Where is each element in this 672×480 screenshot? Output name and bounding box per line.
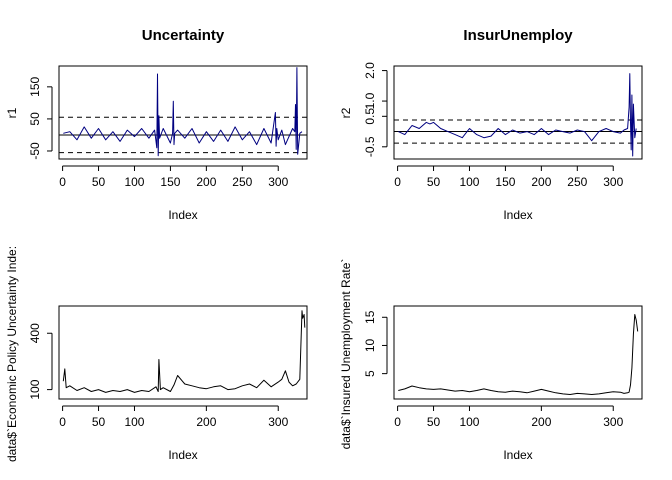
- plot-frame: [393, 65, 643, 160]
- x-tick-label: 50: [427, 415, 441, 429]
- y-tick-label: 10: [363, 338, 377, 352]
- plot-frame: [58, 305, 308, 400]
- y-tick-label: 2.0: [363, 62, 377, 79]
- plot-frame: [58, 65, 308, 160]
- x-axis-label: Index: [503, 448, 532, 462]
- series-line: [63, 67, 303, 157]
- y-axis-label: data$`Insured Unemployment Rate`: [339, 259, 353, 450]
- panel-title: Uncertainty: [142, 27, 225, 44]
- y-tick-label: 50: [28, 112, 42, 126]
- x-tick-label: 150: [160, 175, 180, 189]
- y-tick-label: 5: [363, 370, 377, 377]
- x-tick-label: 100: [459, 175, 479, 189]
- x-tick-label: 100: [124, 415, 144, 429]
- y-tick-label: 1.0: [363, 92, 377, 109]
- y-axis-label: data$`Economic Policy Uncertainty Inde:: [5, 246, 19, 462]
- x-axis-label: Index: [503, 208, 532, 222]
- x-tick-label: 150: [495, 175, 515, 189]
- series-line: [398, 314, 639, 395]
- panel-epu-index: Index data$`Economic Policy Uncertainty …: [5, 246, 308, 462]
- x-tick-label: 50: [92, 415, 106, 429]
- y-tick-label: -0.5: [363, 136, 377, 157]
- x-tick-label: 200: [531, 415, 551, 429]
- plot-frame: [393, 305, 643, 400]
- y-tick-label: 400: [28, 323, 42, 343]
- y-tick-label: 150: [28, 77, 42, 97]
- x-tick-label: 0: [59, 415, 66, 429]
- x-tick-label: 50: [427, 175, 441, 189]
- y-axis-label: r1: [5, 107, 19, 118]
- x-tick-label: 300: [268, 415, 288, 429]
- x-axis-label: Index: [168, 208, 197, 222]
- x-tick-label: 250: [232, 175, 252, 189]
- y-tick-label: 15: [363, 310, 377, 324]
- x-tick-label: 200: [196, 175, 216, 189]
- x-tick-label: 300: [268, 175, 288, 189]
- panel-insured-unemployment-rate: Index data$`Insured Unemployment Rate` 0…: [339, 259, 643, 462]
- y-tick-label: 100: [28, 379, 42, 399]
- series-line: [62, 310, 306, 393]
- x-tick-label: 100: [124, 175, 144, 189]
- x-tick-label: 100: [459, 415, 479, 429]
- x-tick-label: 0: [394, 175, 401, 189]
- x-tick-label: 250: [567, 175, 587, 189]
- series-line: [398, 73, 637, 157]
- x-tick-label: 200: [196, 415, 216, 429]
- y-axis-label: r2: [339, 107, 353, 118]
- x-tick-label: 0: [394, 415, 401, 429]
- y-tick-label: -50: [28, 142, 42, 160]
- panel-insurunemploy: InsurUnemploy Index r2 0 50 100 150 200 250 30…: [339, 27, 643, 222]
- x-tick-label: 50: [92, 175, 106, 189]
- panel-title: InsurUnemploy: [463, 27, 573, 44]
- y-tick-label: 0.5: [363, 108, 377, 125]
- x-tick-label: 300: [603, 175, 623, 189]
- panel-uncertainty: Uncertainty Index r1 0 50 100 150 200 250 300 -…: [5, 27, 308, 222]
- x-tick-label: 200: [531, 175, 551, 189]
- x-tick-label: 0: [59, 175, 66, 189]
- x-tick-label: 300: [603, 415, 623, 429]
- x-axis-label: Index: [168, 448, 197, 462]
